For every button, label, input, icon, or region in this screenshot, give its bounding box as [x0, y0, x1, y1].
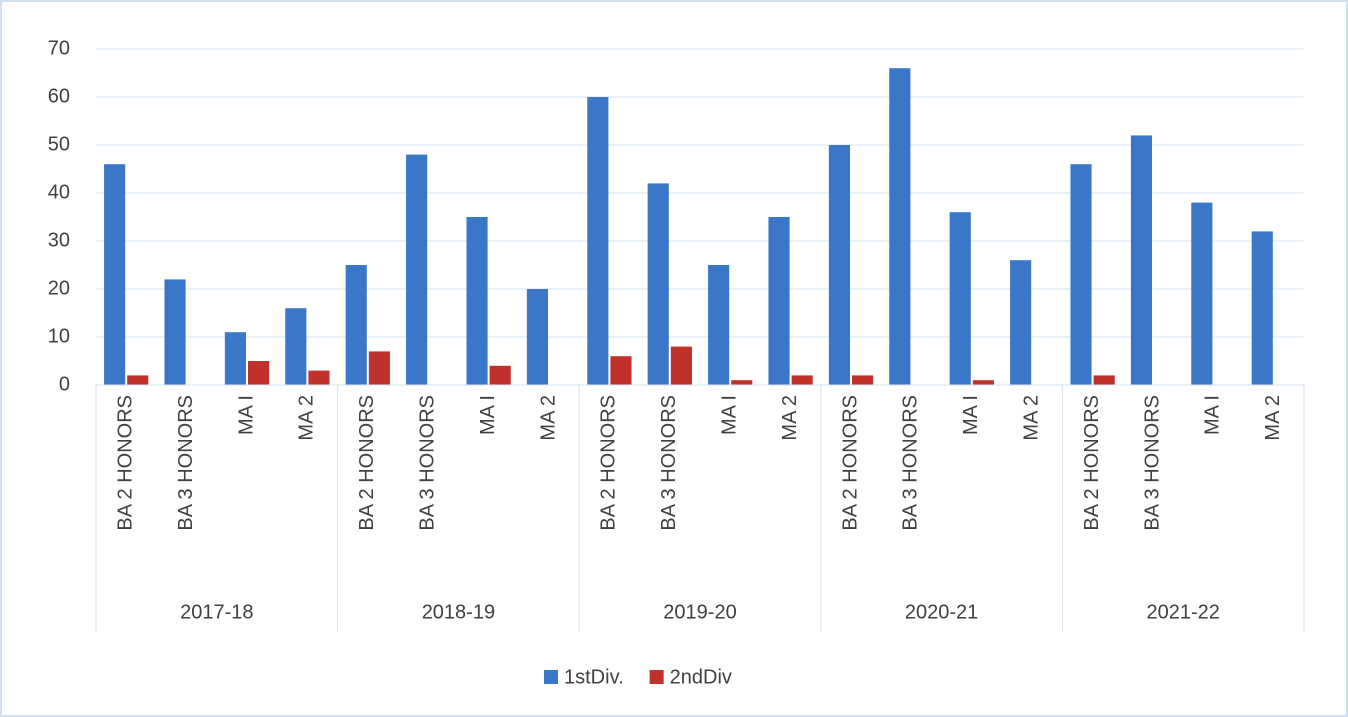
bar [768, 217, 790, 385]
bar [526, 289, 548, 385]
bar [587, 97, 609, 385]
bar [127, 375, 149, 385]
bar [1093, 375, 1115, 385]
bar [1191, 202, 1213, 385]
group-label: 2019-20 [663, 601, 736, 623]
x-tick-label: MA I [1202, 395, 1224, 435]
x-tick-label: BA 2 HONORS [114, 395, 136, 531]
x-tick-label: BA 3 HONORS [900, 395, 922, 531]
bar [647, 183, 669, 385]
x-tick-label: MA 2 [1020, 395, 1042, 441]
bar [345, 265, 367, 385]
x-tick-label: BA 2 HONORS [356, 395, 378, 531]
x-tick-label: MA 2 [779, 395, 801, 441]
bar [308, 370, 330, 385]
bar [610, 356, 632, 385]
bar [1251, 231, 1273, 385]
bar [1130, 135, 1152, 385]
x-tick-label: BA 3 HONORS [658, 395, 680, 531]
bar [708, 265, 730, 385]
group-label: 2017-18 [180, 601, 253, 623]
x-tick-label: MA 2 [537, 395, 559, 441]
bar [104, 164, 126, 385]
x-tick-label: MA I [235, 395, 257, 435]
bar [949, 212, 971, 385]
y-tick-label: 30 [48, 229, 70, 251]
x-tick-label: MA I [960, 395, 982, 435]
x-tick-label: BA 2 HONORS [839, 395, 861, 531]
bar [972, 380, 994, 385]
legend-label: 1stDiv. [564, 666, 624, 688]
x-tick-label: MA 2 [1262, 395, 1284, 441]
y-tick-label: 20 [48, 277, 70, 299]
bar [828, 145, 850, 385]
y-tick-label: 70 [48, 37, 70, 59]
bar [489, 365, 511, 385]
y-tick-label: 10 [48, 325, 70, 347]
y-tick-label: 60 [48, 85, 70, 107]
bar [248, 361, 270, 385]
bar [791, 375, 813, 385]
x-tick-label: MA I [477, 395, 499, 435]
x-tick-label: BA 3 HONORS [416, 395, 438, 531]
legend-swatch [649, 670, 664, 684]
x-tick-label: BA 2 HONORS [598, 395, 620, 531]
group-label: 2020-21 [905, 601, 978, 623]
bar [466, 217, 488, 385]
y-tick-label: 40 [48, 181, 70, 203]
legend-label: 2ndDiv [670, 666, 732, 688]
x-tick-label: BA 2 HONORS [1081, 395, 1103, 531]
bar [406, 154, 428, 385]
x-tick-label: MA 2 [296, 395, 318, 441]
bar [368, 351, 390, 385]
x-tick-label: BA 3 HONORS [1141, 395, 1163, 531]
bar [285, 308, 307, 385]
legend-swatch [544, 670, 558, 684]
group-label: 2018-19 [422, 601, 495, 623]
bar [224, 332, 246, 385]
bar [670, 346, 692, 385]
bar [731, 380, 753, 385]
x-tick-label: MA I [718, 395, 740, 435]
group-label: 2021-22 [1146, 601, 1219, 623]
bar [852, 375, 874, 385]
bar [1010, 260, 1032, 385]
y-tick-label: 0 [59, 373, 70, 395]
bar [1070, 164, 1092, 385]
bar [164, 279, 186, 385]
x-tick-label: BA 3 HONORS [175, 395, 197, 531]
y-tick-label: 50 [48, 133, 70, 155]
bar [889, 68, 911, 385]
